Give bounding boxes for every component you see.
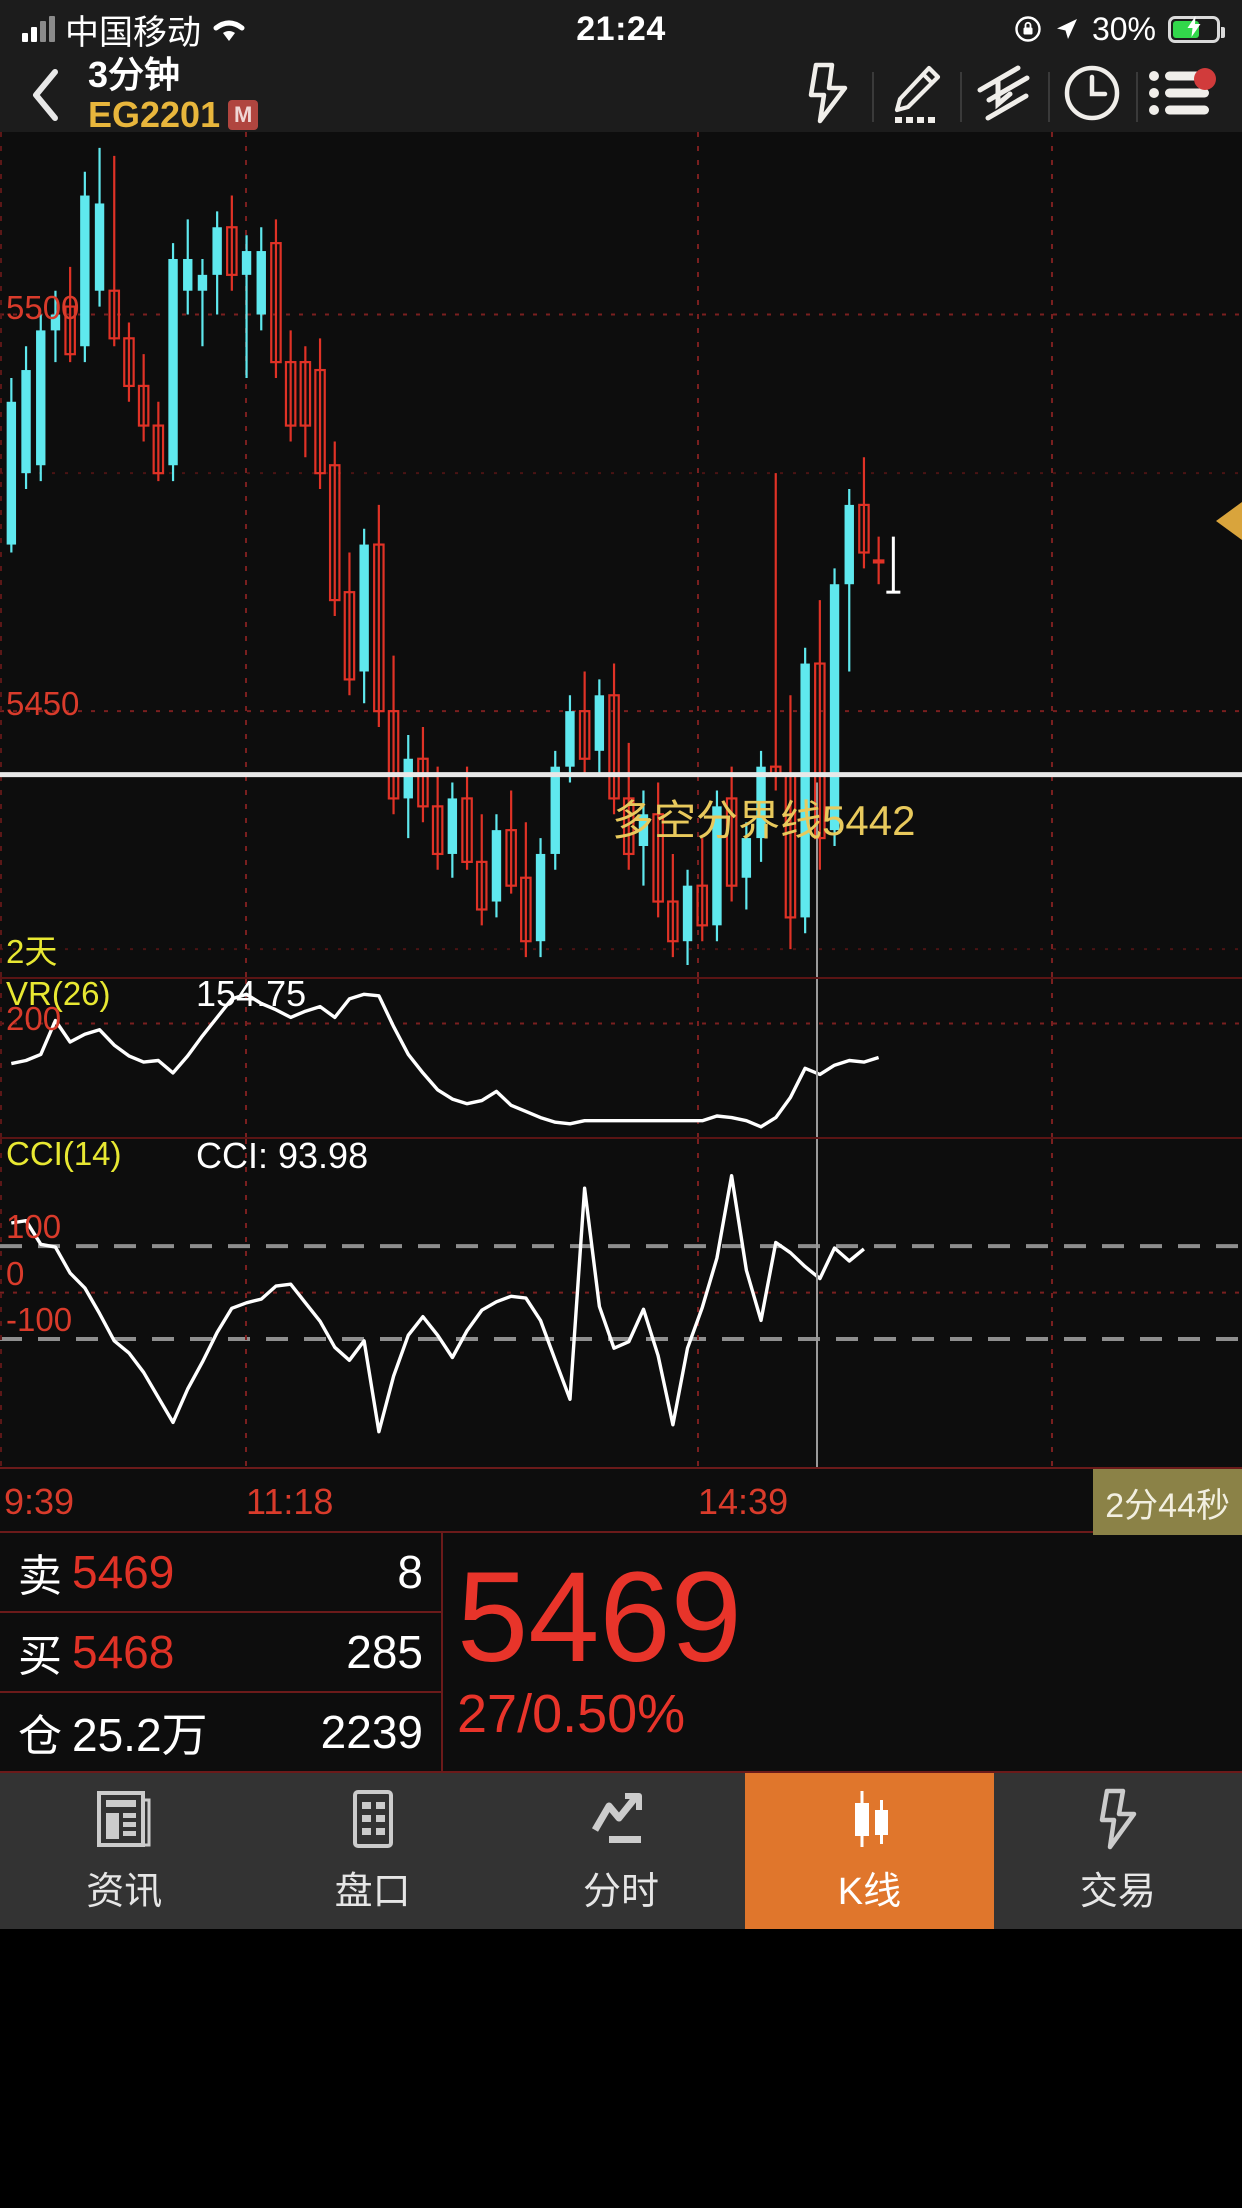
draw-tools-button[interactable] bbox=[872, 58, 960, 132]
table-row[interactable]: 卖 5469 8 bbox=[0, 1533, 441, 1613]
position-label: 仓 bbox=[18, 1712, 62, 1761]
position-value: 25.2万 bbox=[72, 1709, 208, 1761]
bid-label: 买 bbox=[18, 1632, 62, 1681]
vr-line-svg bbox=[0, 979, 1242, 1137]
carrier-label: 中国移动 bbox=[65, 13, 201, 52]
countdown-badge: 2分44秒 bbox=[1093, 1469, 1242, 1535]
chart-container[interactable]: 5500 5450 多空分界线5442 2天 VR(26) 154.75 200… bbox=[0, 132, 1242, 1535]
signal-bars-icon bbox=[22, 16, 55, 42]
candlestick-svg bbox=[0, 132, 1242, 977]
clock-icon bbox=[1063, 64, 1121, 127]
status-bar-left: 中国移动 bbox=[22, 5, 247, 54]
ask-qty: 8 bbox=[397, 1546, 423, 1598]
ask-price: 5469 bbox=[72, 1546, 175, 1598]
news-icon bbox=[95, 1788, 153, 1850]
candlestick-icon bbox=[839, 1788, 899, 1850]
order-book-icon bbox=[346, 1788, 400, 1850]
nav-label-trade: 交易 bbox=[1079, 1870, 1156, 1913]
position-qty: 2239 bbox=[320, 1706, 423, 1758]
header-toolbar bbox=[784, 58, 1224, 132]
menu-list-button[interactable] bbox=[1136, 58, 1224, 132]
status-badge: M bbox=[228, 100, 259, 130]
bid-qty: 285 bbox=[346, 1626, 423, 1678]
pencil-draw-icon bbox=[888, 62, 944, 129]
quote-panel: 卖 5469 8 买 5468 285 仓 25.2万 2239 5469 27… bbox=[0, 1533, 1242, 1771]
period-clock-button[interactable] bbox=[1048, 58, 1136, 132]
right-scroll-arrow-icon[interactable] bbox=[1216, 502, 1242, 540]
notification-dot bbox=[1194, 68, 1216, 90]
nav-label-news: 资讯 bbox=[86, 1870, 163, 1913]
table-row[interactable]: 仓 25.2万 2239 bbox=[0, 1693, 441, 1771]
bid-price: 5468 bbox=[72, 1626, 175, 1678]
bottom-nav: 资讯 盘口 分时 K线 bbox=[0, 1771, 1242, 1929]
nav-item-timechart[interactable]: 分时 bbox=[497, 1773, 745, 1929]
indicator-lines-icon bbox=[976, 64, 1032, 127]
contract-code-label: EG2201 bbox=[88, 94, 221, 135]
rotation-lock-icon bbox=[1014, 15, 1042, 43]
location-arrow-icon bbox=[1054, 16, 1080, 42]
contract-block: EG2201 M bbox=[88, 94, 259, 135]
nav-label-kline: K线 bbox=[837, 1870, 902, 1913]
status-bar-right: 30% bbox=[1014, 10, 1225, 48]
period-label: 3分钟 bbox=[88, 54, 181, 95]
last-price-block: 5469 27/0.50% bbox=[443, 1533, 1242, 1771]
time-chart-icon bbox=[589, 1788, 653, 1850]
title-block[interactable]: 3分钟 EG2201 M bbox=[88, 54, 259, 135]
bid-ask-table: 卖 5469 8 买 5468 285 仓 25.2万 2239 bbox=[0, 1533, 443, 1771]
back-button[interactable] bbox=[14, 58, 78, 132]
price-pane[interactable]: 5500 5450 多空分界线5442 2天 bbox=[0, 132, 1242, 977]
price-change: 27/0.50% bbox=[457, 1684, 686, 1744]
time-tick-2: 11:18 bbox=[246, 1481, 334, 1522]
app-header: 3分钟 EG2201 M bbox=[0, 54, 1242, 135]
list-menu-icon bbox=[1149, 68, 1211, 123]
last-price: 5469 bbox=[457, 1546, 742, 1689]
nav-item-orderbook[interactable]: 盘口 bbox=[248, 1773, 496, 1929]
vr-pane[interactable]: VR(26) 154.75 200 bbox=[0, 977, 1242, 1137]
nav-item-trade[interactable]: 交易 bbox=[994, 1773, 1242, 1929]
status-bar: 中国移动 21:24 30% bbox=[0, 0, 1242, 58]
trade-lightning-icon bbox=[1093, 1788, 1143, 1850]
battery-charging-icon bbox=[1168, 15, 1225, 43]
cci-pane[interactable]: CCI(14) CCI: 93.98 100 0 -100 bbox=[0, 1137, 1242, 1467]
nav-label-orderbook: 盘口 bbox=[334, 1870, 411, 1913]
wifi-icon bbox=[211, 15, 247, 43]
nav-item-kline[interactable]: K线 bbox=[745, 1773, 994, 1929]
time-tick-1: 9:39 bbox=[4, 1481, 75, 1522]
indicator-button[interactable] bbox=[960, 58, 1048, 132]
table-row[interactable]: 买 5468 285 bbox=[0, 1613, 441, 1693]
battery-percent-label: 30% bbox=[1091, 10, 1156, 47]
time-axis: 9:39 11:18 14:39 2分44秒 bbox=[0, 1467, 1242, 1535]
cci-line-svg bbox=[0, 1139, 1242, 1467]
lightning-button[interactable] bbox=[784, 58, 872, 132]
lightning-icon bbox=[805, 62, 851, 129]
nav-item-news[interactable]: 资讯 bbox=[0, 1773, 248, 1929]
nav-label-timechart: 分时 bbox=[583, 1870, 660, 1913]
time-tick-3: 14:39 bbox=[698, 1481, 789, 1522]
ask-label: 卖 bbox=[18, 1552, 62, 1601]
status-bar-clock: 21:24 bbox=[576, 9, 666, 48]
